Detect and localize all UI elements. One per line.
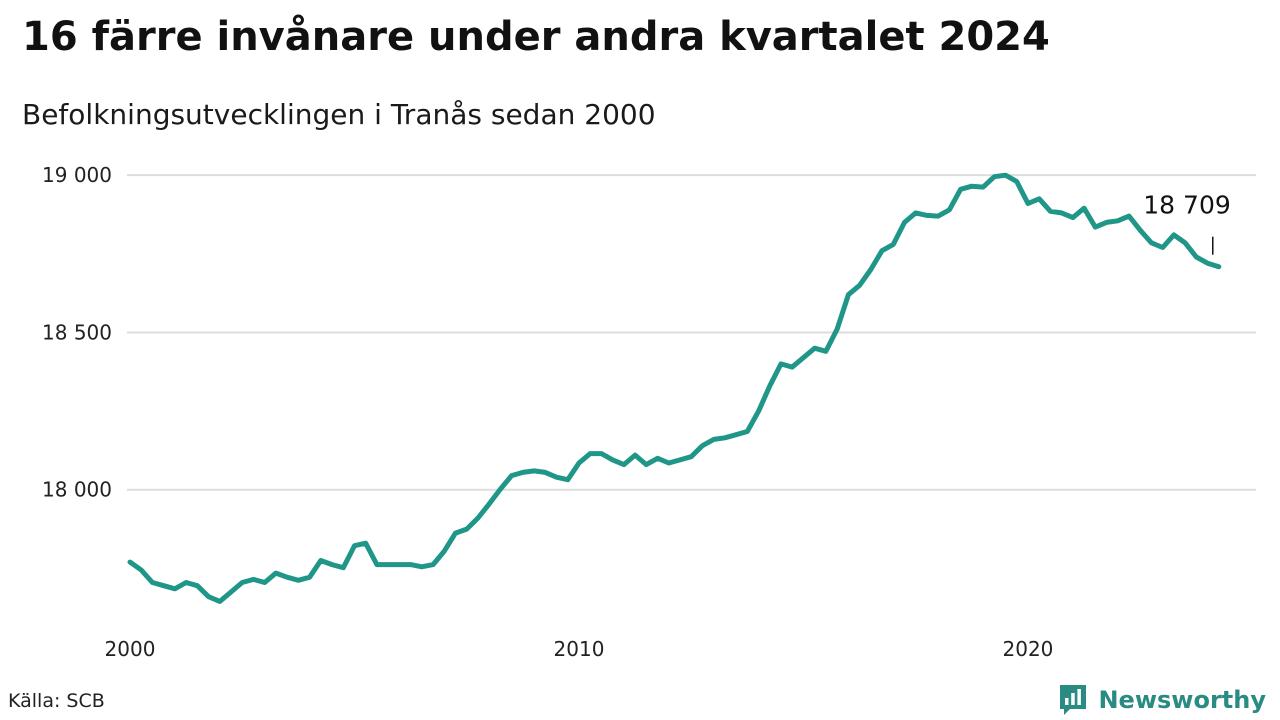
y-tick-label: 18 000 <box>42 478 112 502</box>
y-tick-label: 19 000 <box>42 163 112 187</box>
gridlines <box>127 174 1256 491</box>
page-subtitle: Befolkningsutvecklingen i Tranås sedan 2… <box>22 98 656 131</box>
bar-chart-speech-icon <box>1060 685 1087 715</box>
y-axis-tick-labels: 18 000 18 500 19 000 <box>42 163 112 502</box>
x-axis-tick-labels: 2000 2010 2020 <box>105 637 1054 661</box>
x-tick-label: 2020 <box>1003 637 1054 661</box>
brand-name: Newsworthy <box>1098 686 1266 714</box>
population-line <box>127 172 1222 604</box>
page-title: 16 färre invånare under andra kvartalet … <box>22 14 1050 60</box>
source-note: Källa: SCB <box>8 690 105 712</box>
y-tick-label: 18 500 <box>42 320 112 344</box>
end-value-label: 18 709 <box>1143 191 1230 220</box>
brand-logo: Newsworthy <box>1058 683 1266 717</box>
x-tick-label: 2010 <box>554 637 605 661</box>
x-tick-label: 2000 <box>105 637 156 661</box>
